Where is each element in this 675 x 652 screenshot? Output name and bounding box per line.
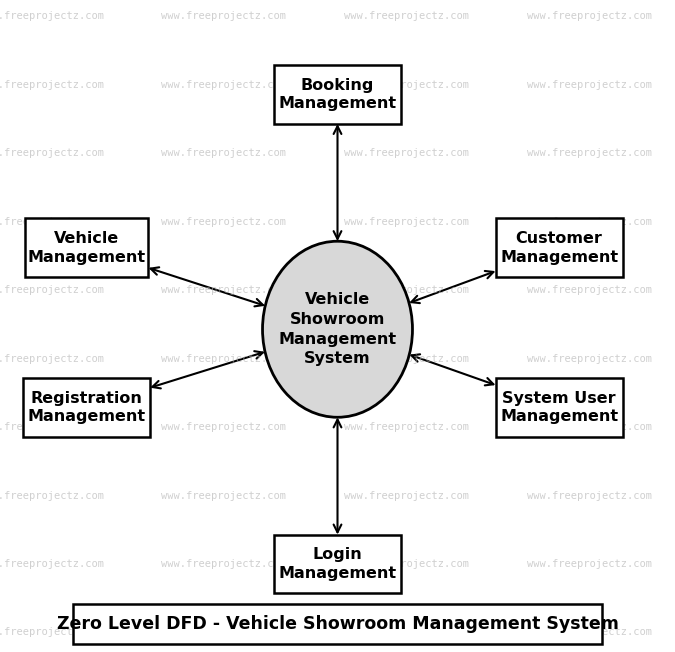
- Text: www.freeprojectz.com: www.freeprojectz.com: [161, 422, 286, 432]
- Text: Login
Management: Login Management: [278, 547, 397, 581]
- Text: www.freeprojectz.com: www.freeprojectz.com: [161, 285, 286, 295]
- Text: www.freeprojectz.com: www.freeprojectz.com: [526, 11, 651, 22]
- FancyArrowPatch shape: [412, 354, 493, 385]
- Text: Zero Level DFD - Vehicle Showroom Management System: Zero Level DFD - Vehicle Showroom Manage…: [57, 615, 618, 633]
- Bar: [274, 65, 401, 124]
- Text: www.freeprojectz.com: www.freeprojectz.com: [0, 627, 104, 638]
- Text: Vehicle
Management: Vehicle Management: [28, 231, 146, 265]
- Text: www.freeprojectz.com: www.freeprojectz.com: [161, 490, 286, 501]
- Text: www.freeprojectz.com: www.freeprojectz.com: [161, 559, 286, 569]
- FancyArrowPatch shape: [333, 420, 342, 532]
- Text: www.freeprojectz.com: www.freeprojectz.com: [344, 422, 469, 432]
- Text: www.freeprojectz.com: www.freeprojectz.com: [344, 11, 469, 22]
- FancyArrowPatch shape: [333, 126, 342, 239]
- FancyArrowPatch shape: [151, 267, 263, 306]
- Text: www.freeprojectz.com: www.freeprojectz.com: [526, 353, 651, 364]
- Bar: [74, 604, 601, 644]
- Bar: [274, 535, 401, 593]
- Text: www.freeprojectz.com: www.freeprojectz.com: [526, 559, 651, 569]
- Text: www.freeprojectz.com: www.freeprojectz.com: [526, 627, 651, 638]
- FancyArrowPatch shape: [153, 351, 263, 389]
- Text: Registration
Management: Registration Management: [28, 391, 146, 424]
- Text: www.freeprojectz.com: www.freeprojectz.com: [0, 490, 104, 501]
- Text: www.freeprojectz.com: www.freeprojectz.com: [344, 353, 469, 364]
- Text: www.freeprojectz.com: www.freeprojectz.com: [0, 11, 104, 22]
- Text: www.freeprojectz.com: www.freeprojectz.com: [344, 148, 469, 158]
- FancyArrowPatch shape: [411, 271, 493, 303]
- Text: www.freeprojectz.com: www.freeprojectz.com: [0, 422, 104, 432]
- Text: www.freeprojectz.com: www.freeprojectz.com: [0, 559, 104, 569]
- Text: Vehicle
Showroom
Management
System: Vehicle Showroom Management System: [278, 292, 397, 366]
- Bar: [23, 378, 150, 437]
- Text: www.freeprojectz.com: www.freeprojectz.com: [526, 490, 651, 501]
- Text: www.freeprojectz.com: www.freeprojectz.com: [526, 80, 651, 90]
- Bar: [495, 218, 623, 277]
- Text: System User
Management: System User Management: [500, 391, 618, 424]
- Ellipse shape: [263, 241, 412, 417]
- Text: Customer
Management: Customer Management: [500, 231, 618, 265]
- Text: www.freeprojectz.com: www.freeprojectz.com: [0, 285, 104, 295]
- Text: www.freeprojectz.com: www.freeprojectz.com: [161, 148, 286, 158]
- Text: www.freeprojectz.com: www.freeprojectz.com: [161, 80, 286, 90]
- Text: www.freeprojectz.com: www.freeprojectz.com: [0, 80, 104, 90]
- Text: www.freeprojectz.com: www.freeprojectz.com: [0, 148, 104, 158]
- Text: www.freeprojectz.com: www.freeprojectz.com: [344, 216, 469, 227]
- Text: www.freeprojectz.com: www.freeprojectz.com: [344, 559, 469, 569]
- Text: www.freeprojectz.com: www.freeprojectz.com: [526, 422, 651, 432]
- Bar: [24, 218, 148, 277]
- Text: www.freeprojectz.com: www.freeprojectz.com: [161, 627, 286, 638]
- Text: Booking
Management: Booking Management: [278, 78, 397, 111]
- Text: www.freeprojectz.com: www.freeprojectz.com: [344, 490, 469, 501]
- Text: www.freeprojectz.com: www.freeprojectz.com: [344, 627, 469, 638]
- Text: www.freeprojectz.com: www.freeprojectz.com: [0, 353, 104, 364]
- Text: www.freeprojectz.com: www.freeprojectz.com: [526, 285, 651, 295]
- Text: www.freeprojectz.com: www.freeprojectz.com: [0, 216, 104, 227]
- Text: www.freeprojectz.com: www.freeprojectz.com: [161, 11, 286, 22]
- Text: www.freeprojectz.com: www.freeprojectz.com: [526, 148, 651, 158]
- Text: www.freeprojectz.com: www.freeprojectz.com: [161, 216, 286, 227]
- Text: www.freeprojectz.com: www.freeprojectz.com: [344, 285, 469, 295]
- Text: www.freeprojectz.com: www.freeprojectz.com: [344, 80, 469, 90]
- Text: www.freeprojectz.com: www.freeprojectz.com: [526, 216, 651, 227]
- Bar: [495, 378, 623, 437]
- Text: www.freeprojectz.com: www.freeprojectz.com: [161, 353, 286, 364]
